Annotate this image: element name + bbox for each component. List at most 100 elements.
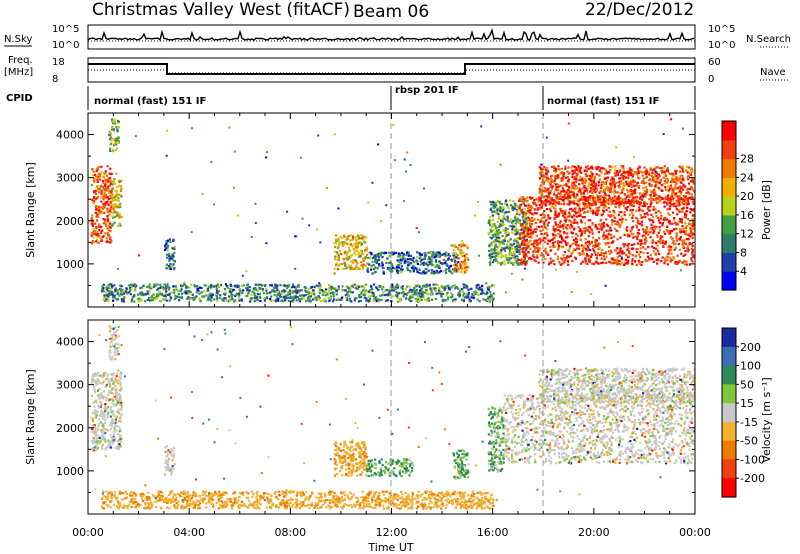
power-data-point (421, 262, 424, 265)
power-data-point (578, 207, 581, 211)
power-data-point (625, 180, 628, 183)
power-data-point (536, 239, 539, 242)
power-data-point (625, 208, 628, 211)
power-data-point (284, 284, 287, 287)
power-data-point (674, 183, 677, 187)
power-data-point (574, 210, 577, 213)
power-data-point (511, 206, 514, 209)
power-data-point (363, 240, 366, 243)
power-data-point (363, 257, 366, 260)
power-data-point (613, 182, 617, 185)
power-data-point (351, 291, 354, 294)
power-data-point (664, 232, 667, 235)
power-data-point (618, 185, 621, 188)
power-data-point (271, 290, 274, 293)
power-data-point (514, 225, 517, 228)
power-data-point (531, 243, 534, 246)
power-data-point (557, 168, 560, 171)
power-data-point (682, 179, 685, 182)
power-data-point (408, 299, 411, 302)
power-data-point (505, 234, 508, 237)
power-data-point (553, 206, 556, 209)
power-data-point (440, 295, 443, 298)
power-data-point (496, 199, 499, 202)
power-data-point (539, 207, 542, 211)
power-data-point (399, 256, 402, 259)
power-data-point (490, 203, 493, 206)
power-data-point (100, 184, 103, 187)
power-data-point (411, 290, 414, 294)
power-data-point (648, 230, 651, 234)
power-data-point (382, 270, 385, 273)
power-data-point (657, 196, 660, 199)
power-data-point (367, 270, 370, 273)
power-data-point (499, 223, 502, 226)
power-data-point (364, 292, 367, 296)
power-data-point (580, 179, 584, 182)
power-data-point (673, 217, 676, 220)
power-data-point (148, 285, 151, 288)
power-data-point (105, 240, 108, 243)
power-data-point (104, 219, 107, 222)
power-data-point (108, 213, 111, 216)
power-data-point (657, 186, 660, 189)
power-data-point (544, 257, 547, 261)
power-data-point (682, 241, 685, 244)
power-data-point (553, 167, 556, 170)
power-data-point (133, 300, 136, 303)
power-data-point (112, 293, 115, 296)
power-data-point (582, 195, 585, 198)
power-data-point (113, 138, 116, 141)
power-data-point (539, 238, 542, 241)
power-data-point (637, 176, 640, 179)
power-data-point (91, 167, 94, 171)
power-data-point (597, 195, 600, 199)
power-data-point (170, 256, 173, 259)
power-data-point (593, 188, 596, 191)
power-data-point (558, 261, 561, 264)
power-data-point (627, 259, 630, 262)
power-data-point (654, 253, 657, 256)
power-data-point (256, 293, 259, 296)
power-data-point (249, 300, 252, 303)
power-data-point (638, 262, 641, 265)
power-data-point (503, 249, 507, 252)
power-data-point (395, 291, 398, 294)
power-data-point (179, 283, 183, 286)
power-data-point (98, 207, 101, 210)
power-data-point (557, 198, 560, 201)
power-data-point (259, 292, 262, 295)
power-data-point (601, 212, 604, 215)
power-data-point (575, 215, 578, 218)
power-data-point (612, 261, 615, 265)
power-data-point (579, 188, 582, 192)
power-data-point (545, 171, 548, 174)
power-data-point (449, 264, 453, 267)
power-data-point (649, 227, 652, 230)
power-data-point (563, 216, 566, 219)
power-data-point (111, 223, 115, 226)
power-data-point (107, 221, 110, 224)
power-data-point (111, 207, 115, 210)
power-data-point (588, 225, 591, 228)
power-data-point (632, 236, 635, 239)
power-data-point (111, 120, 114, 123)
power-data-point (461, 267, 464, 270)
power-data-point (459, 263, 462, 266)
power-data-point (364, 299, 368, 302)
power-data-point (107, 290, 110, 293)
power-data-point (112, 204, 115, 207)
power-data-point (344, 293, 347, 296)
power-data-point (565, 257, 568, 260)
power-data-point (671, 193, 674, 196)
power-data-point (413, 286, 416, 289)
power-data-point (480, 288, 483, 291)
power-data-point (608, 196, 611, 199)
power-data-point (117, 141, 120, 145)
power-data-point (692, 255, 695, 259)
power-data-point (516, 230, 519, 233)
power-data-point (663, 171, 666, 174)
date-label: 22/Dec/2012 (585, 0, 694, 20)
power-data-point (102, 175, 105, 178)
power-data-point (554, 211, 557, 214)
